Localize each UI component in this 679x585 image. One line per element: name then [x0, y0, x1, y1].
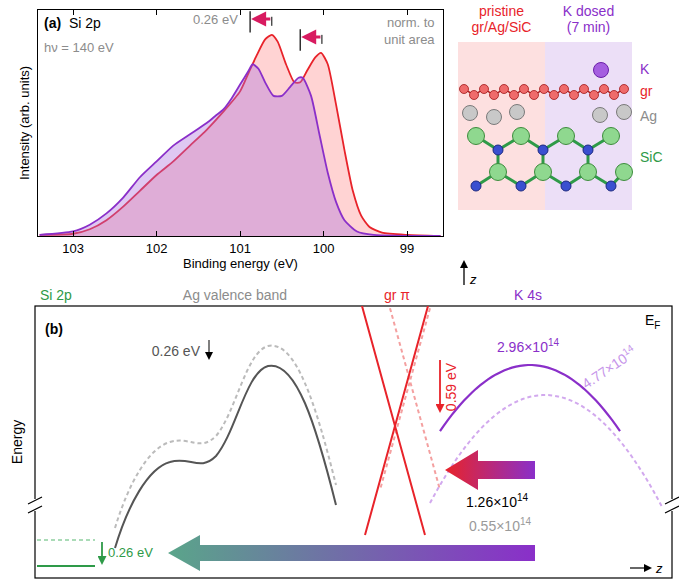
svg-text:Si 2p: Si 2p — [40, 287, 72, 303]
svg-text:Ag valence band: Ag valence band — [183, 287, 287, 303]
svg-text:2.96×1014: 2.96×1014 — [497, 337, 560, 355]
svg-text:0.26 eV: 0.26 eV — [152, 343, 201, 359]
svg-text:(a) Si 2p: (a) Si 2p — [44, 15, 101, 31]
svg-text:Energy: Energy — [9, 420, 25, 464]
svg-text:4.77×1014: 4.77×1014 — [578, 342, 640, 392]
svg-text:K: K — [640, 61, 650, 77]
svg-text:gr: gr — [640, 83, 653, 99]
svg-text:K dosed: K dosed — [563, 3, 614, 19]
svg-text:101: 101 — [229, 241, 251, 256]
svg-text:Intensity (arb. units): Intensity (arb. units) — [17, 66, 32, 180]
svg-text:103: 103 — [62, 241, 84, 256]
svg-text:1.26×1014: 1.26×1014 — [466, 492, 529, 510]
svg-text:0.55×1014: 0.55×1014 — [469, 516, 532, 534]
svg-text:norm. tounit area: norm. tounit area — [384, 15, 435, 47]
svg-text:Binding energy (eV): Binding energy (eV) — [183, 256, 298, 271]
svg-text:pristine: pristine — [479, 3, 524, 19]
svg-text:z: z — [655, 561, 663, 576]
svg-text:z: z — [469, 272, 477, 287]
svg-text:gr π: gr π — [384, 287, 410, 303]
svg-text:gr/Ag/SiC: gr/Ag/SiC — [472, 19, 532, 35]
svg-text:hν = 140 eV: hν = 140 eV — [44, 40, 114, 55]
svg-text:0.26 eV: 0.26 eV — [193, 12, 238, 27]
svg-text:Ag: Ag — [640, 108, 657, 124]
svg-text:0.26 eV: 0.26 eV — [108, 545, 153, 560]
svg-text:0.59 eV: 0.59 eV — [443, 362, 459, 411]
svg-text:EF: EF — [645, 312, 660, 331]
svg-text:(b): (b) — [45, 321, 63, 337]
svg-text:(7 min): (7 min) — [567, 19, 611, 35]
svg-text:100: 100 — [313, 241, 335, 256]
svg-text:99: 99 — [400, 241, 414, 256]
svg-text:SiC: SiC — [640, 149, 663, 165]
svg-text:102: 102 — [146, 241, 168, 256]
svg-text:K 4s: K 4s — [514, 287, 542, 303]
